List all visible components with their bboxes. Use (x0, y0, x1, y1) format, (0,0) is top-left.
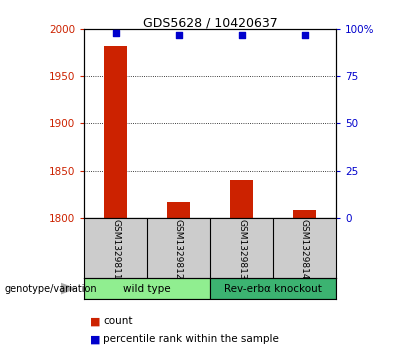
Bar (168, 202, 189, 218)
Point (238, 32, 245, 38)
Point (175, 32, 182, 38)
Text: wild type: wild type (123, 284, 171, 294)
Text: count: count (103, 316, 132, 326)
Text: GSM1329811: GSM1329811 (111, 219, 120, 280)
Text: GDS5628 / 10420637: GDS5628 / 10420637 (143, 16, 277, 29)
Point (301, 32, 308, 38)
Bar (294, 210, 315, 218)
Text: percentile rank within the sample: percentile rank within the sample (103, 334, 279, 344)
Bar (84, 278, 210, 299)
Point (112, 30, 119, 36)
Text: GSM1329814: GSM1329814 (300, 219, 309, 280)
Bar (231, 180, 252, 218)
Text: GSM1329812: GSM1329812 (174, 219, 183, 280)
Bar (210, 278, 336, 299)
Text: genotype/variation: genotype/variation (4, 284, 97, 294)
Polygon shape (61, 283, 77, 294)
Text: Rev-erbα knockout: Rev-erbα knockout (224, 284, 322, 294)
Bar (105, 46, 126, 218)
Text: ■: ■ (90, 316, 101, 326)
Text: GSM1329813: GSM1329813 (237, 219, 246, 280)
Text: ■: ■ (90, 334, 101, 344)
